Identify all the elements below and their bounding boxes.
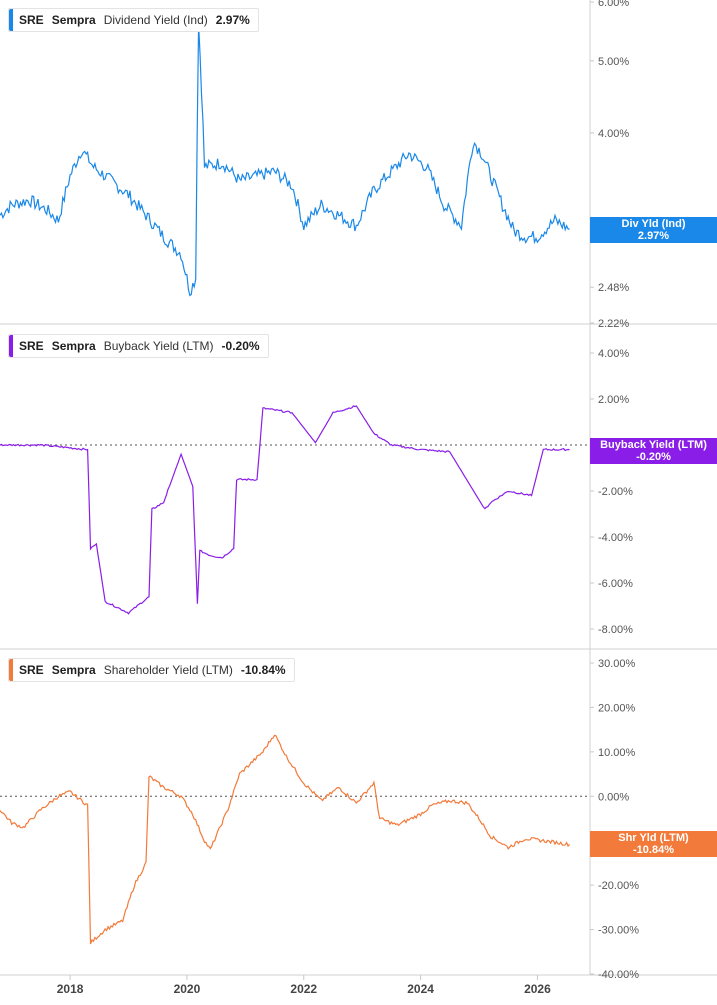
legend-metric: Shareholder Yield (LTM) xyxy=(103,663,233,677)
legend-company: Sempra xyxy=(51,339,96,353)
y-tick-label: 2.22% xyxy=(598,318,629,330)
legend-value: 2.97% xyxy=(215,13,250,27)
value-tag-label: Div Yld (Ind) xyxy=(621,218,686,230)
legend-ticker: SRE xyxy=(19,13,44,27)
legend-company: Sempra xyxy=(51,663,96,677)
legend-ticker: SRE xyxy=(19,339,44,353)
value-tag-buyback-yield: Buyback Yield (LTM) -0.20% xyxy=(590,438,717,464)
y-tick-label: 20.00% xyxy=(598,702,636,714)
legend-metric: Dividend Yield (Ind) xyxy=(103,13,208,27)
y-tick-label: -20.00% xyxy=(598,880,639,892)
legend-dividend-yield: SRE Sempra Dividend Yield (Ind) 2.97% xyxy=(8,8,259,32)
legend-metric: Buyback Yield (LTM) xyxy=(103,339,214,353)
value-tag-dividend-yield: Div Yld (Ind) 2.97% xyxy=(590,217,717,243)
y-tick-label: 10.00% xyxy=(598,747,636,759)
value-tag-value: 2.97% xyxy=(637,230,670,242)
value-tag-label: Shr Yld (LTM) xyxy=(618,832,689,844)
legend-value: -10.84% xyxy=(240,663,286,677)
y-tick-label: 2.48% xyxy=(598,282,629,294)
legend-company: Sempra xyxy=(51,13,96,27)
x-tick-label: 2022 xyxy=(290,982,317,996)
legend-color-swatch xyxy=(9,335,13,357)
x-tick-label: 2020 xyxy=(174,982,201,996)
x-tick-label: 2026 xyxy=(524,982,551,996)
y-tick-label: -4.00% xyxy=(598,532,633,544)
value-tag-value: -10.84% xyxy=(633,844,674,856)
x-tick-label: 2018 xyxy=(57,982,84,996)
legend-color-swatch xyxy=(9,659,13,681)
y-tick-label: -8.00% xyxy=(598,624,633,636)
series-line-2 xyxy=(0,734,571,945)
value-tag-value: -0.20% xyxy=(636,451,671,463)
y-tick-label: -6.00% xyxy=(598,578,633,590)
x-tick-label: 2024 xyxy=(407,982,434,996)
y-tick-label: 4.00% xyxy=(598,348,629,360)
y-tick-label: 4.00% xyxy=(598,128,629,140)
y-tick-label: 0.00% xyxy=(598,791,629,803)
y-tick-label: 6.00% xyxy=(598,0,629,9)
value-tag-label: Buyback Yield (LTM) xyxy=(600,439,707,451)
y-tick-label: -30.00% xyxy=(598,925,639,937)
legend-value: -0.20% xyxy=(221,339,260,353)
y-tick-label: 5.00% xyxy=(598,56,629,68)
value-tag-shareholder-yield: Shr Yld (LTM) -10.84% xyxy=(590,831,717,857)
y-tick-label: -40.00% xyxy=(598,969,639,981)
series-line-1 xyxy=(0,405,570,615)
legend-buyback-yield: SRE Sempra Buyback Yield (LTM) -0.20% xyxy=(8,334,269,358)
y-tick-label: 30.00% xyxy=(598,658,636,670)
legend-shareholder-yield: SRE Sempra Shareholder Yield (LTM) -10.8… xyxy=(8,658,295,682)
y-tick-label: 2.00% xyxy=(598,394,629,406)
legend-ticker: SRE xyxy=(19,663,44,677)
y-tick-label: -2.00% xyxy=(598,486,633,498)
series-line-0 xyxy=(0,24,570,297)
legend-color-swatch xyxy=(9,9,13,31)
